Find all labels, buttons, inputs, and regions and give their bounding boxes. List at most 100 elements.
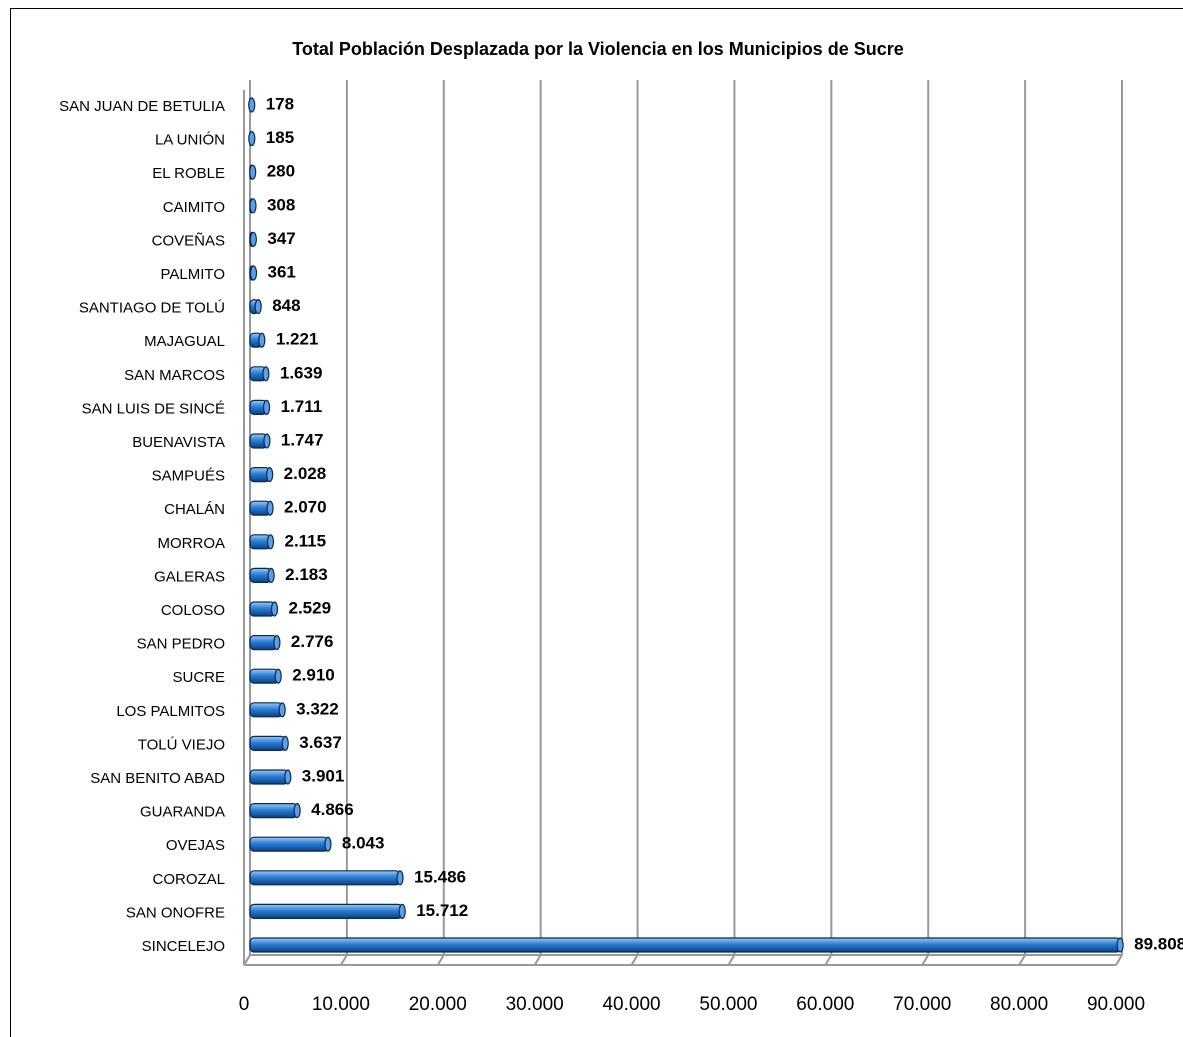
value-label: 3.901 — [302, 766, 345, 785]
bar — [249, 870, 401, 886]
bar-cap — [263, 433, 271, 449]
bar-cap — [249, 231, 257, 247]
y-tick-label: GUARANDA — [140, 804, 225, 821]
bar-cap — [396, 870, 404, 886]
bar — [249, 903, 403, 920]
tick-mark — [921, 954, 930, 966]
bar — [249, 937, 1121, 953]
bar-cap — [258, 332, 266, 348]
value-label: 1.639 — [280, 363, 323, 382]
bar-cap — [262, 399, 271, 415]
bar-cap — [274, 668, 282, 684]
tick-mark — [630, 954, 639, 966]
bar-cap — [262, 366, 270, 382]
y-tick-label: PALMITO — [161, 266, 225, 283]
value-label: 280 — [267, 162, 295, 181]
value-label: 3.637 — [299, 733, 342, 752]
x-tick-label: 0 — [239, 994, 250, 1015]
tick-mark — [533, 954, 542, 966]
chart-frame — [10, 8, 1183, 1037]
bar-cap — [324, 836, 332, 852]
y-tick-label: MAJAGUAL — [144, 333, 225, 350]
bar-cap — [266, 467, 274, 483]
bar-cap — [273, 634, 281, 651]
x-tick-label: 90.000 — [1087, 994, 1145, 1015]
value-label: 4.866 — [311, 800, 354, 819]
bar — [249, 802, 298, 819]
tick-mark — [1018, 954, 1026, 966]
value-label: 2.115 — [284, 531, 326, 550]
bar-cap — [249, 164, 257, 180]
bar-cap — [284, 769, 292, 785]
bar — [249, 769, 289, 785]
y-tick-label: GALERAS — [154, 568, 225, 585]
y-tick-label: COLOSO — [161, 602, 225, 619]
value-label: 15.486 — [414, 867, 466, 886]
x-tick-label: 60.000 — [796, 994, 854, 1015]
y-tick-label: SAN MARCOS — [124, 367, 225, 384]
y-tick-label: BUENAVISTA — [132, 434, 225, 451]
bar — [249, 735, 286, 752]
tick-mark — [727, 954, 736, 966]
value-label: 2.910 — [292, 666, 335, 685]
y-tick-label: MORROA — [158, 535, 226, 552]
y-tick-label: SAN BENITO ABAD — [90, 770, 225, 787]
value-label: 361 — [267, 262, 295, 281]
y-tick-label: SUCRE — [172, 669, 225, 686]
value-label: 8.043 — [342, 834, 385, 853]
tick-mark — [340, 954, 348, 966]
value-label: 2.070 — [284, 498, 327, 517]
value-label: 178 — [266, 94, 294, 113]
bar-cap — [249, 198, 257, 214]
x-tick-label: 10.000 — [312, 994, 370, 1015]
y-tick-label: SAN PEDRO — [137, 636, 225, 653]
x-tick-label: 40.000 — [602, 994, 660, 1015]
y-tick-label: TOLÚ VIEJO — [138, 736, 225, 753]
x-tick-label: 80.000 — [990, 994, 1048, 1015]
value-label: 3.322 — [296, 699, 339, 718]
chart-title: Total Población Desplazada por la Violen… — [292, 39, 903, 59]
bar — [249, 634, 278, 651]
y-tick-label: LA UNIÓN — [155, 132, 225, 149]
tick-mark — [1115, 954, 1123, 966]
bar-cap — [398, 903, 406, 920]
bar — [249, 668, 279, 684]
bar-cap — [248, 97, 256, 113]
bar-cap — [270, 601, 279, 617]
value-label: 1.221 — [276, 330, 319, 349]
bar-cap — [266, 534, 275, 550]
value-label: 1.747 — [281, 430, 324, 449]
value-label: 2.776 — [291, 632, 334, 651]
value-label: 308 — [267, 195, 295, 214]
bar — [249, 836, 329, 852]
tick-mark — [243, 954, 251, 966]
y-tick-label: SAN ONOFRE — [126, 904, 225, 921]
x-tick-label: 30.000 — [506, 994, 564, 1015]
value-label: 2.183 — [285, 565, 328, 584]
bar-cap — [266, 500, 274, 516]
value-label: 89.808 — [1134, 934, 1183, 953]
bar-cap — [293, 802, 301, 819]
value-label: 2.529 — [289, 598, 332, 617]
y-tick-label: EL ROBLE — [152, 165, 225, 182]
tick-mark — [824, 954, 833, 966]
y-tick-label: OVEJAS — [166, 837, 225, 854]
x-tick-label: 20.000 — [409, 994, 467, 1015]
y-tick-label: SANTIAGO DE TOLÚ — [79, 300, 225, 317]
bar — [249, 601, 276, 617]
value-label: 15.712 — [416, 901, 468, 920]
y-tick-label: SINCELEJO — [142, 938, 225, 955]
bar — [249, 702, 283, 718]
value-label: 848 — [272, 296, 300, 315]
y-tick-label: SAN JUAN DE BETULIA — [59, 98, 225, 115]
value-label: 1.711 — [281, 397, 323, 416]
y-tick-label: LOS PALMITOS — [116, 703, 225, 720]
x-tick-label: 50.000 — [699, 994, 757, 1015]
value-label: 347 — [267, 229, 295, 248]
value-label: 2.028 — [284, 464, 327, 483]
bar-cap — [267, 567, 275, 584]
y-tick-label: COROZAL — [152, 871, 225, 888]
y-tick-label: SAN LUIS DE SINCÉ — [82, 400, 225, 417]
bar-cap — [248, 131, 256, 147]
bar-cap — [254, 299, 262, 315]
